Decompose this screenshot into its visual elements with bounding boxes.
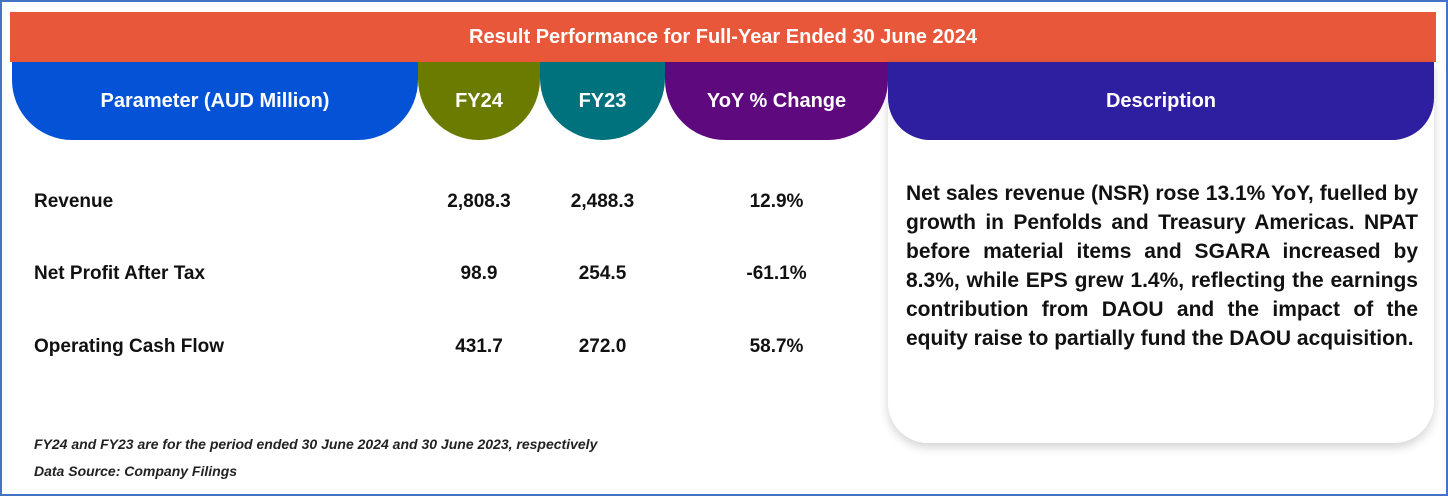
fy23-value: 272.0 [578, 336, 627, 357]
header-description: Description [888, 62, 1434, 140]
fy24-value: 431.7 [455, 336, 503, 357]
fy24-value: 2,808.3 [447, 191, 511, 212]
yoy-value: 12.9% [749, 191, 804, 212]
table-row-operating-cash-flow: Operating Cash Flow 431.7 272.0 58.7% [0, 336, 888, 366]
header-parameter: Parameter (AUD Million) [12, 62, 418, 140]
table-row-revenue: Revenue 2,808.3 2,488.3 12.9% [0, 191, 888, 221]
table-row-npat: Net Profit After Tax 98.9 254.5 -61.1% [0, 263, 888, 293]
yoy-value: -61.1% [746, 263, 807, 284]
row-label: Revenue [34, 191, 114, 212]
row-label: Operating Cash Flow [34, 336, 225, 357]
description-text: Net sales revenue (NSR) rose 13.1% YoY, … [906, 182, 1418, 350]
footnote-period: FY24 and FY23 are for the period ended 3… [34, 436, 598, 452]
row-label: Net Profit After Tax [34, 263, 206, 284]
table-title: Result Performance for Full-Year Ended 3… [10, 12, 1436, 62]
fy23-value: 254.5 [578, 263, 627, 284]
footnote-source: Data Source: Company Filings [34, 463, 238, 479]
yoy-value: 58.7% [749, 336, 804, 357]
fy24-value: 98.9 [460, 263, 498, 284]
header-yoy-change: YoY % Change [665, 62, 888, 140]
fy23-value: 2,488.3 [570, 191, 635, 212]
